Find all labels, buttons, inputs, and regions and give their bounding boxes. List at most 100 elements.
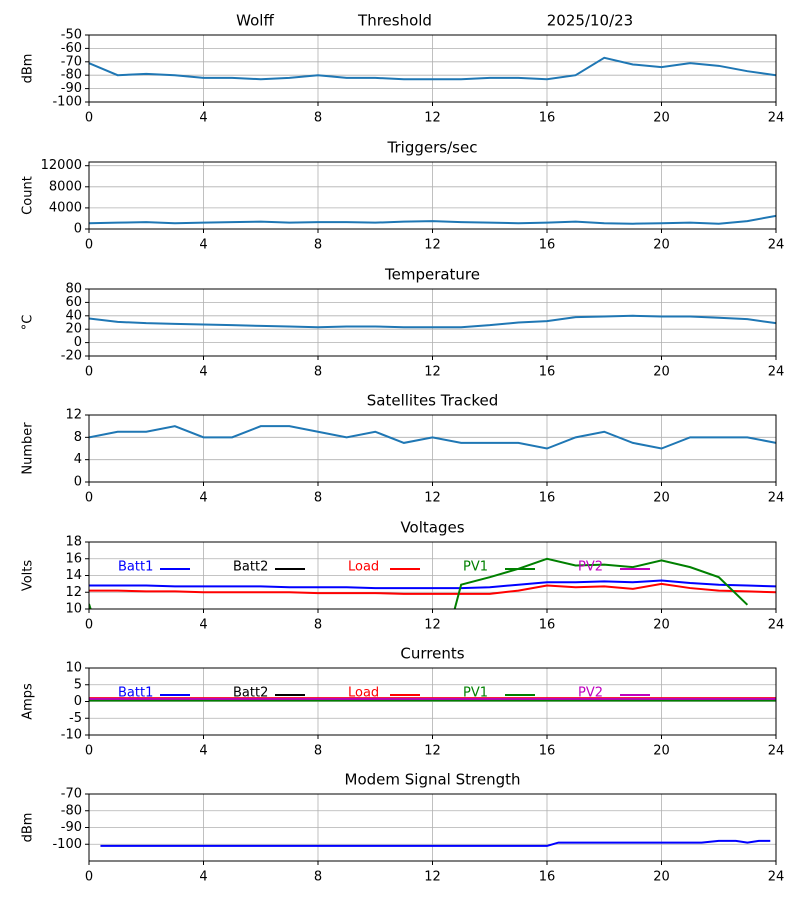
- y-tick-label: 10: [65, 661, 82, 676]
- panel: 0 4 8 12 16 20 24 -10 -5 0 510 Currents Amps Batt1 Bat…: [21, 645, 785, 759]
- x-tick-label: 16: [539, 744, 556, 759]
- x-tick-label: 0: [85, 365, 93, 380]
- panel: 0 4 8 12 16 20 24 0 4000 8000 12000 Triggers/sec Cou…: [21, 139, 785, 253]
- y-tick-label: -20: [61, 349, 82, 364]
- y-tick-label: 40: [65, 308, 82, 323]
- legend-label: PV1: [463, 560, 488, 575]
- data-line: [89, 56, 776, 81]
- x-tick-label: 16: [539, 111, 556, 126]
- chart-title: Wolff: [236, 12, 274, 30]
- panel: 0 4 8 12 16 20 24 -100 -90 -80-70 Modem Signal Str…: [21, 771, 785, 885]
- x-tick-label: 12: [424, 365, 441, 380]
- legend-label: PV1: [463, 686, 488, 701]
- chart-title: Threshold: [357, 12, 432, 30]
- y-tick-label: 0: [74, 475, 82, 490]
- x-tick-label: 0: [85, 870, 93, 885]
- x-tick-label: 8: [314, 870, 322, 885]
- legend-label: PV2: [578, 686, 603, 701]
- x-tick-label: 24: [768, 111, 785, 126]
- x-tick-label: 20: [653, 111, 670, 126]
- y-axis-label: dBm: [21, 54, 36, 84]
- y-tick-label: 80: [65, 282, 82, 297]
- x-tick-label: 20: [653, 238, 670, 253]
- y-tick-label: 8000: [49, 179, 82, 194]
- x-tick-label: 8: [314, 491, 322, 506]
- data-line: [89, 557, 749, 609]
- x-tick-label: 4: [199, 491, 207, 506]
- chart-title: Voltages: [400, 519, 464, 537]
- y-tick-label: -80: [61, 68, 82, 83]
- legend-label: Batt2: [233, 686, 268, 701]
- chart-title: Temperature: [384, 266, 480, 284]
- y-tick-label: 12: [65, 408, 82, 423]
- x-tick-label: 16: [539, 365, 556, 380]
- x-tick-label: 16: [539, 238, 556, 253]
- x-tick-label: 16: [539, 870, 556, 885]
- y-tick-label: -80: [61, 803, 82, 818]
- x-tick-label: 24: [768, 618, 785, 633]
- legend-label: Batt1: [118, 686, 153, 701]
- x-tick-label: 4: [199, 238, 207, 253]
- y-tick-label: 8: [74, 430, 82, 445]
- y-tick-label: -90: [61, 820, 82, 835]
- x-tick-label: 8: [314, 365, 322, 380]
- y-tick-label: -50: [61, 28, 82, 43]
- plot-frame: [88, 161, 777, 230]
- x-tick-label: 0: [85, 111, 93, 126]
- chart-title: Currents: [400, 645, 464, 663]
- y-tick-label: 14: [65, 568, 82, 583]
- x-tick-label: 20: [653, 744, 670, 759]
- legend-label: Batt2: [233, 560, 268, 575]
- y-tick-label: -5: [69, 711, 82, 726]
- panel: 0 4 8 12 16 20 24 0 4 8 12 Satellites Tracked Number: [21, 392, 785, 506]
- x-tick-label: 12: [424, 238, 441, 253]
- data-line: [89, 314, 776, 329]
- y-axis-label: °C: [21, 315, 36, 331]
- plot-frame: [88, 414, 777, 483]
- y-tick-label: -90: [61, 81, 82, 96]
- x-tick-label: 24: [768, 491, 785, 506]
- data-line: [89, 582, 776, 595]
- plot-frame: [88, 793, 777, 862]
- x-tick-label: 20: [653, 870, 670, 885]
- x-tick-label: 24: [768, 744, 785, 759]
- y-tick-label: 4000: [49, 200, 82, 215]
- y-axis-label: Count: [21, 176, 36, 215]
- x-tick-label: 24: [768, 365, 785, 380]
- y-tick-label: -100: [52, 95, 82, 110]
- x-tick-label: 24: [768, 238, 785, 253]
- data-line: [89, 214, 776, 225]
- x-tick-label: 8: [314, 744, 322, 759]
- x-tick-label: 4: [199, 618, 207, 633]
- plot-frame: [88, 667, 777, 736]
- x-tick-label: 4: [199, 365, 207, 380]
- legend-label: Load: [348, 560, 379, 575]
- y-tick-label: 10: [65, 602, 82, 617]
- x-tick-label: 16: [539, 491, 556, 506]
- y-axis-label: dBm: [21, 813, 36, 843]
- x-tick-label: 20: [653, 618, 670, 633]
- plot-frame: [88, 288, 777, 357]
- panel: 0 4 8 12 16 20 24 -100-90-80-70-60-50 Wolff Thres…: [21, 12, 785, 126]
- x-tick-label: 8: [314, 238, 322, 253]
- data-line: [89, 579, 776, 590]
- y-axis-label: Amps: [21, 683, 36, 720]
- legend-label: Load: [348, 686, 379, 701]
- y-tick-label: 0: [74, 694, 82, 709]
- chart-title: Satellites Tracked: [367, 392, 498, 410]
- y-tick-label: -70: [61, 54, 82, 69]
- x-tick-label: 4: [199, 870, 207, 885]
- x-tick-label: 0: [85, 618, 93, 633]
- chart-title: Modem Signal Strength: [345, 771, 521, 789]
- y-tick-label: 60: [65, 295, 82, 310]
- legend-label: Batt1: [118, 560, 153, 575]
- x-tick-label: 16: [539, 618, 556, 633]
- y-tick-label: 12000: [41, 158, 82, 173]
- x-tick-label: 0: [85, 238, 93, 253]
- y-axis-label: Number: [21, 422, 36, 475]
- chart-title: Triggers/sec: [387, 139, 478, 157]
- x-tick-label: 12: [424, 618, 441, 633]
- y-tick-label: 4: [74, 452, 82, 467]
